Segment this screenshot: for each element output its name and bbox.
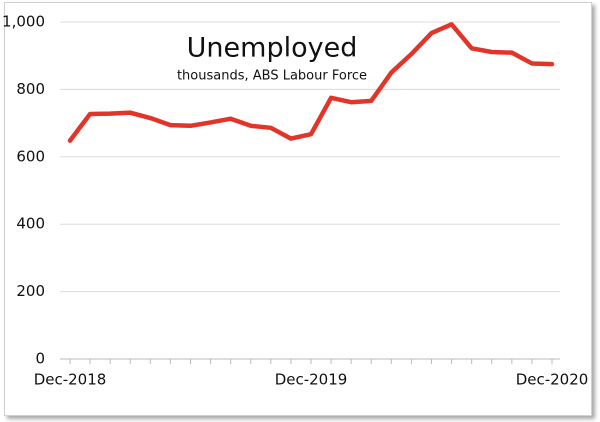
y-tick-label: 400 <box>16 215 45 233</box>
chart-title: Unemployed <box>187 33 358 64</box>
x-tick-label: Dec-2018 <box>34 371 107 389</box>
x-tick-label: Dec-2019 <box>275 371 348 389</box>
y-tick-label: 600 <box>16 147 45 165</box>
data-line <box>67 22 555 143</box>
chart-subtitle: thousands, ABS Labour Force <box>177 69 367 84</box>
chart-frame <box>4 2 592 416</box>
y-tick-label: 0 <box>35 350 45 368</box>
y-tick-label: 1,000 <box>2 13 45 31</box>
x-tick-label: Dec-2020 <box>516 371 589 389</box>
y-tick-label: 200 <box>16 282 45 300</box>
y-tick-label: 800 <box>16 80 45 98</box>
